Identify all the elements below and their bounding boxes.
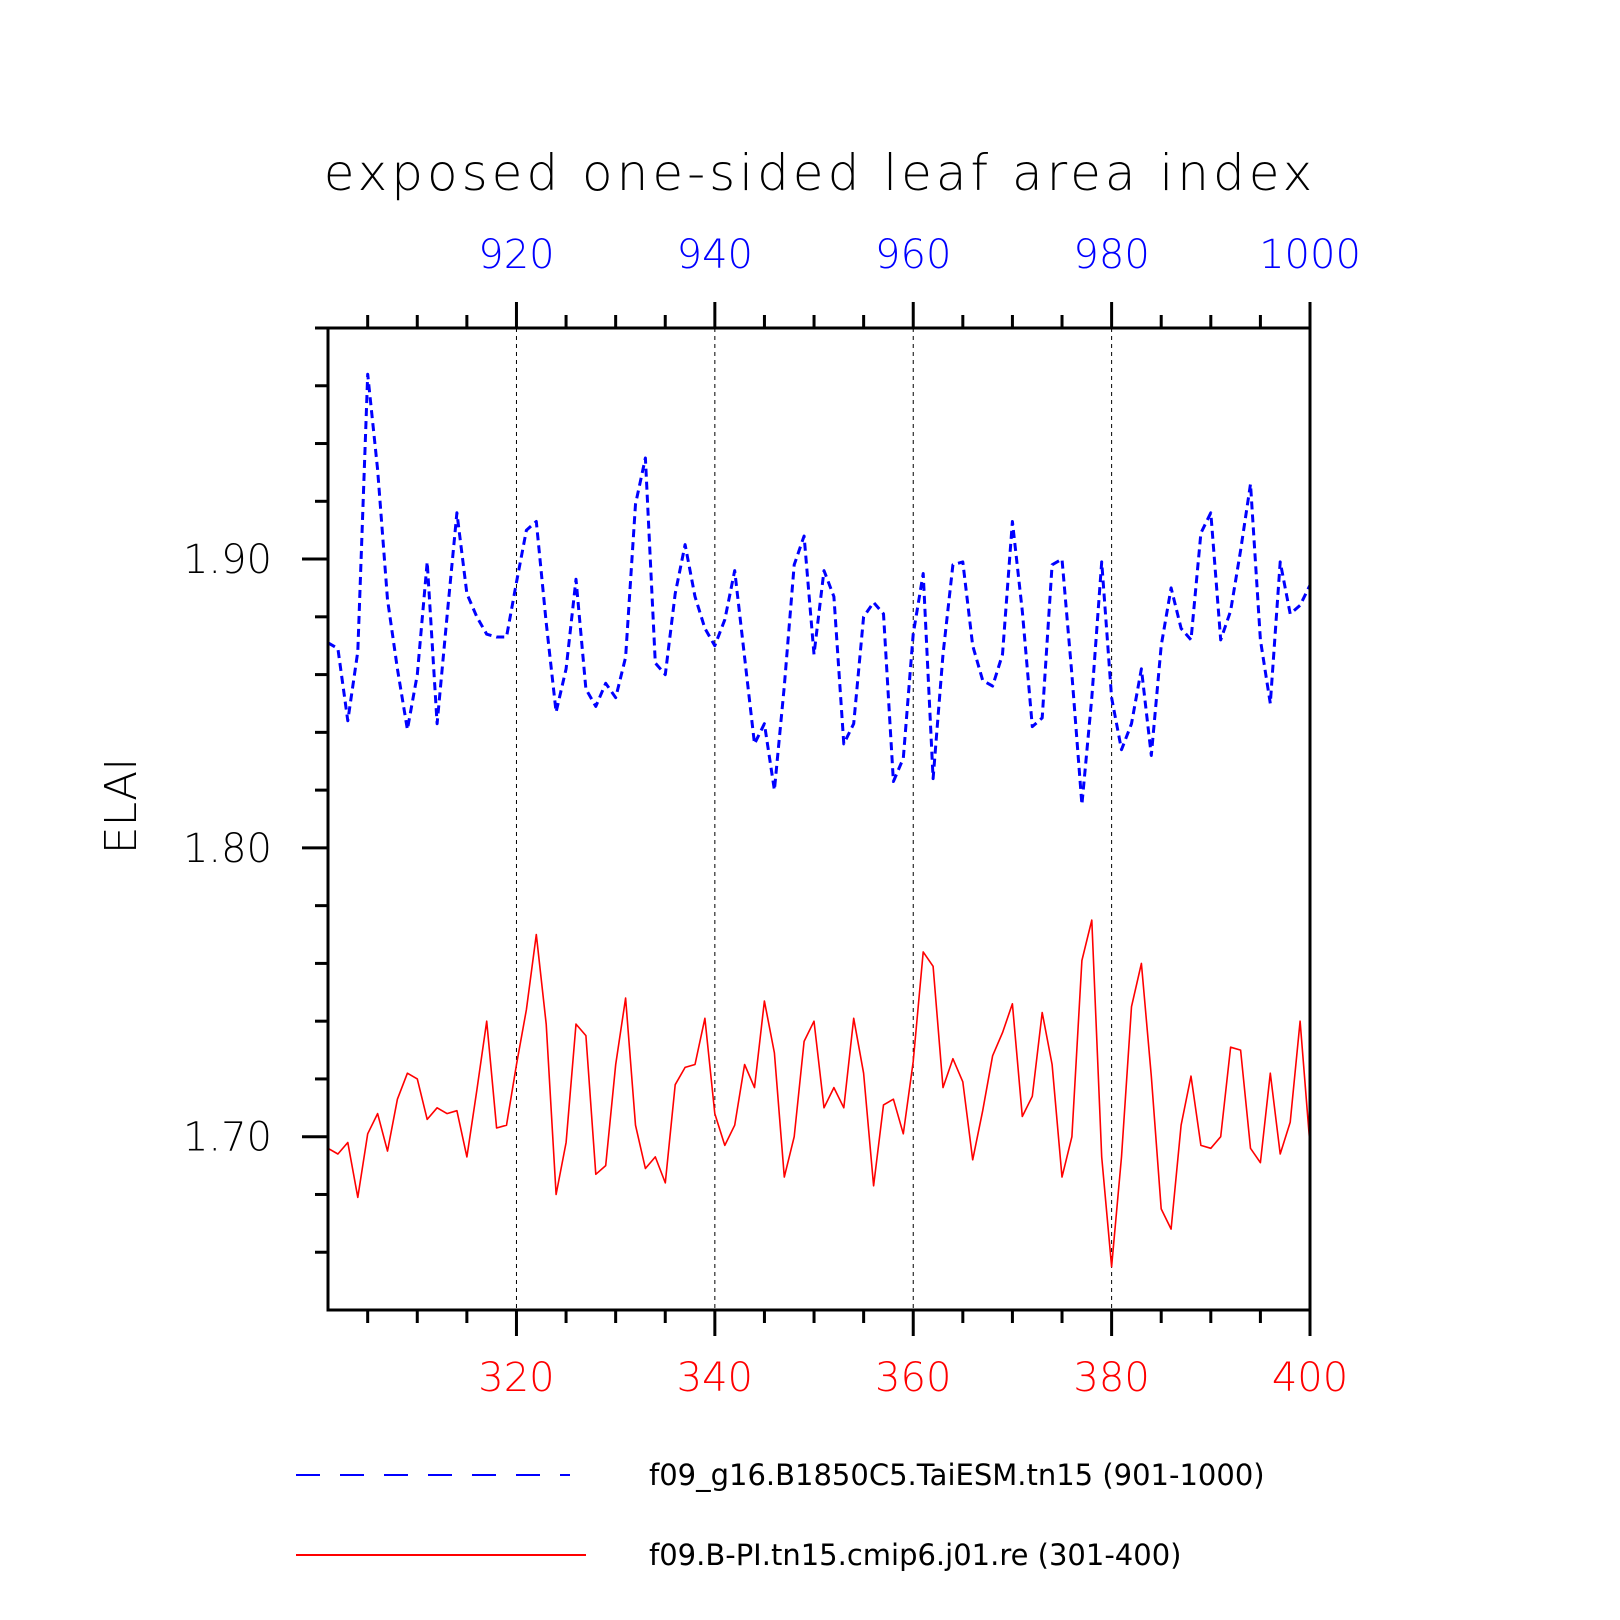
legend-label-series-1: f09_g16.B1850C5.TaiESM.tn15 (901-1000) — [649, 1458, 1265, 1492]
grid-lines — [515, 328, 1113, 1310]
top-x-tick-labels: 920 940 960 980 1000 — [478, 232, 1361, 278]
bottom-x-tick-label-340: 340 — [677, 1355, 753, 1401]
bottom-x-tick-labels: 320 340 360 380 400 — [478, 1355, 1348, 1401]
y-tick-label-1.80: 1.80 — [183, 826, 272, 872]
y-tick-label-1.70: 1.70 — [183, 1115, 272, 1161]
y-tick-labels: 1.70 1.80 1.90 — [183, 537, 272, 1161]
axis-ticks — [302, 302, 1312, 1336]
top-x-tick-label-960: 960 — [875, 232, 951, 278]
bottom-x-tick-label-380: 380 — [1073, 1355, 1149, 1401]
y-tick-label-1.90: 1.90 — [183, 537, 272, 583]
bottom-x-tick-label-400: 400 — [1272, 1355, 1348, 1401]
bottom-x-tick-label-320: 320 — [478, 1355, 554, 1401]
chart-title: exposed one-sided leaf area index — [324, 144, 1316, 202]
top-x-tick-label-980: 980 — [1073, 232, 1149, 278]
bottom-x-tick-label-360: 360 — [875, 1355, 951, 1401]
legend: f09_g16.B1850C5.TaiESM.tn15 (901-1000) f… — [296, 1458, 1265, 1572]
y-axis-label: ELAI — [96, 758, 147, 854]
series-line-2 — [327, 919, 1311, 1268]
plot-frame — [326, 326, 1312, 1312]
top-x-tick-label-1000: 1000 — [1259, 232, 1361, 278]
legend-label-series-2: f09.B-PI.tn15.cmip6.j01.re (301-400) — [649, 1538, 1181, 1572]
top-x-tick-label-920: 920 — [478, 232, 554, 278]
series-line-1 — [327, 372, 1312, 807]
series-layer — [327, 372, 1312, 1268]
top-x-tick-label-940: 940 — [677, 232, 753, 278]
